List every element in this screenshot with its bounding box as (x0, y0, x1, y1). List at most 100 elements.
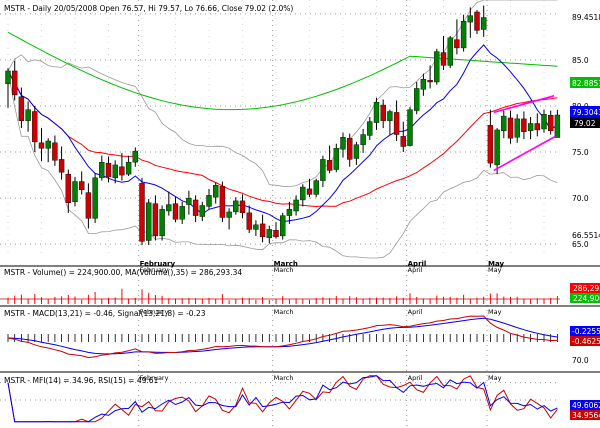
candle-body (45, 140, 51, 149)
volume-bar (148, 292, 150, 304)
candle-body (65, 173, 72, 203)
candle-body (514, 118, 520, 138)
volume-bar (41, 297, 42, 304)
volume-bar (443, 296, 444, 304)
upper-band-tag: 89.4518 (572, 13, 600, 22)
mfi-line (7, 375, 558, 423)
candle-body (420, 79, 427, 90)
month-label: April (408, 374, 423, 382)
macd-panel (7, 315, 558, 359)
price-tick-label: 70.0 (572, 194, 589, 203)
volume-bar (54, 296, 56, 304)
volume-bar (449, 296, 451, 304)
volume-bar (342, 298, 344, 304)
candle-body (253, 224, 259, 230)
volume-ma-tag: 286,293 (573, 284, 600, 293)
volume-bar (396, 296, 398, 304)
candle-body (239, 200, 246, 214)
month-label: May (488, 260, 504, 268)
volume-bar (302, 299, 304, 304)
volume-bar (101, 298, 103, 304)
price-tick-label: 85.0 (572, 56, 589, 65)
candle-body (353, 144, 360, 159)
volume-panel (0, 288, 560, 304)
candle-body (293, 199, 299, 212)
volume-bar (349, 296, 351, 304)
volume-bar (282, 296, 284, 304)
candle-body (306, 188, 313, 195)
candle-body (393, 112, 400, 135)
volume-bar (530, 299, 532, 304)
candle-body (373, 102, 380, 123)
price-value-tags: 89.4518 82.8851 79.3043 79.02 66.5514 (570, 11, 600, 240)
volume-bar (188, 298, 190, 304)
rsi-line (7, 375, 558, 423)
lower-band-tag: 66.5514 (572, 231, 600, 240)
volume-bar (154, 294, 156, 304)
macd-tag: -0.46253 (572, 337, 600, 346)
month-label: May (488, 266, 502, 274)
volume-bar (47, 299, 49, 304)
volume-bar (87, 294, 89, 304)
volume-bar (369, 297, 371, 304)
candle-body (400, 136, 406, 147)
volume-bar (556, 296, 558, 304)
candle-body (487, 125, 494, 164)
month-labels: FebruaryFebruaryFebruaryFebruaryMarchMar… (140, 260, 505, 382)
price-tick-label: 65.0 (572, 240, 589, 249)
candle-body (192, 199, 199, 216)
volume-bar (422, 298, 424, 304)
candle-body (534, 123, 540, 131)
candle-body (434, 51, 440, 83)
volume-bar (456, 297, 458, 304)
candle-body (507, 117, 514, 139)
candle-body (380, 104, 386, 121)
volume-bar (215, 298, 217, 304)
month-label: February (140, 308, 169, 316)
volume-bar (94, 292, 96, 304)
month-label: April (408, 266, 423, 274)
volume-bar (315, 298, 317, 304)
volume-bar (208, 297, 210, 304)
candle-body (145, 202, 152, 241)
volume-bar (463, 294, 465, 304)
close-tag: 79.02 (574, 119, 596, 128)
candle-body (159, 208, 165, 237)
volume-title: MSTR - Volume() = 224,900.00, MA(Volume(… (4, 268, 242, 277)
candle-body (440, 52, 447, 66)
month-label: March (274, 260, 298, 268)
upper-trendline (493, 95, 555, 114)
candle-body (11, 70, 18, 96)
mfi-tag-bg (570, 410, 600, 420)
candle-body (474, 11, 480, 31)
candle-body (347, 138, 353, 160)
month-label: March (274, 308, 294, 316)
volume-bar (523, 298, 525, 304)
volume-bar (255, 299, 257, 304)
candle-body (527, 123, 534, 132)
volume-bar (242, 297, 243, 304)
volume-bar (309, 299, 310, 304)
volume-bar (14, 295, 16, 304)
volume-bar (268, 299, 270, 304)
candle-body (199, 205, 206, 217)
candle-body (414, 88, 420, 111)
volume-bar (7, 297, 9, 304)
candle-body (554, 114, 561, 138)
volume-bar (134, 297, 136, 304)
volume-bar (108, 297, 109, 304)
candle-body (219, 185, 226, 218)
volume-bar (510, 296, 511, 304)
candle-body (212, 185, 219, 198)
candle-body (119, 166, 125, 176)
candle-body (313, 180, 319, 195)
candle-body (340, 137, 346, 150)
candle-body (320, 159, 326, 181)
macd-line (7, 315, 558, 359)
candle-body (5, 70, 11, 85)
candle-body (105, 162, 112, 178)
price-tick-label: 75.0 (572, 148, 589, 157)
volume-bar (181, 298, 183, 304)
candle-body (333, 148, 339, 170)
candle-body (139, 183, 145, 242)
